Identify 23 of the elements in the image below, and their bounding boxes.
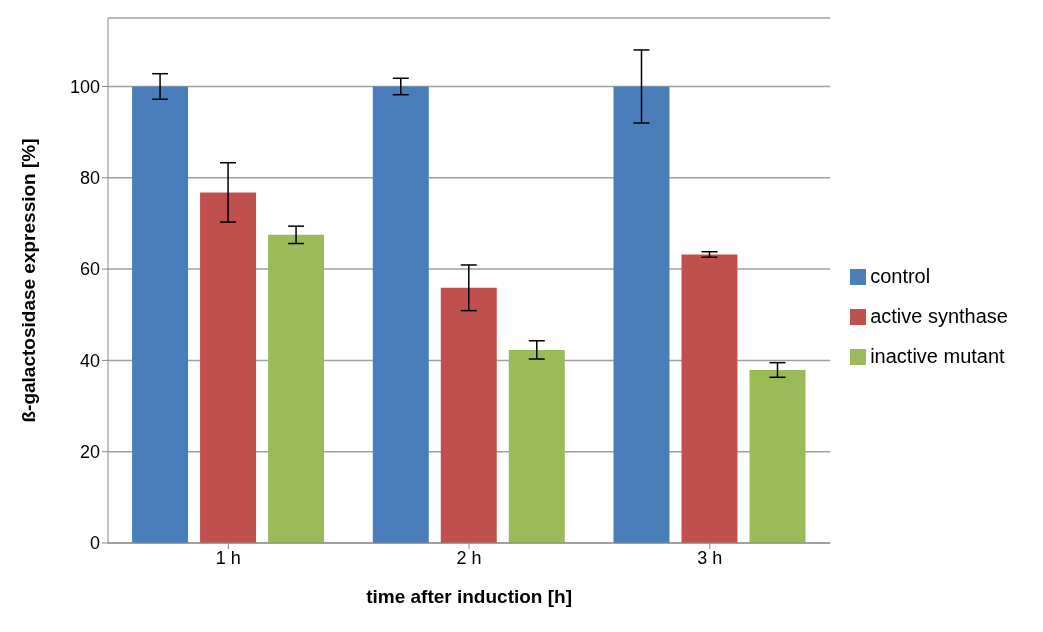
bar xyxy=(749,369,806,543)
bar xyxy=(508,349,565,543)
bar xyxy=(681,254,738,543)
x-tick-label: 3 h xyxy=(697,547,723,568)
x-tick-label: 2 h xyxy=(456,547,482,568)
bar xyxy=(132,86,189,543)
legend-label: inactive mutant xyxy=(870,344,1005,367)
y-tick-label: 40 xyxy=(79,350,100,371)
x-tick-label: 1 h xyxy=(215,547,241,568)
bar xyxy=(268,234,325,543)
y-tick-label: 20 xyxy=(79,442,100,463)
bar xyxy=(613,86,670,543)
y-tick-label: 80 xyxy=(79,168,100,189)
legend-label: control xyxy=(870,264,931,287)
y-tick-label: 100 xyxy=(69,76,100,97)
y-tick-label: 60 xyxy=(79,259,100,280)
x-axis-title: time after induction [h] xyxy=(366,586,572,607)
y-tick-label: 0 xyxy=(89,533,100,554)
bar xyxy=(372,86,429,543)
bar xyxy=(440,287,497,543)
legend-label: active synthase xyxy=(870,304,1008,327)
y-axis-title: ß-galactosidase expression [%] xyxy=(17,138,39,423)
bar xyxy=(200,192,257,543)
